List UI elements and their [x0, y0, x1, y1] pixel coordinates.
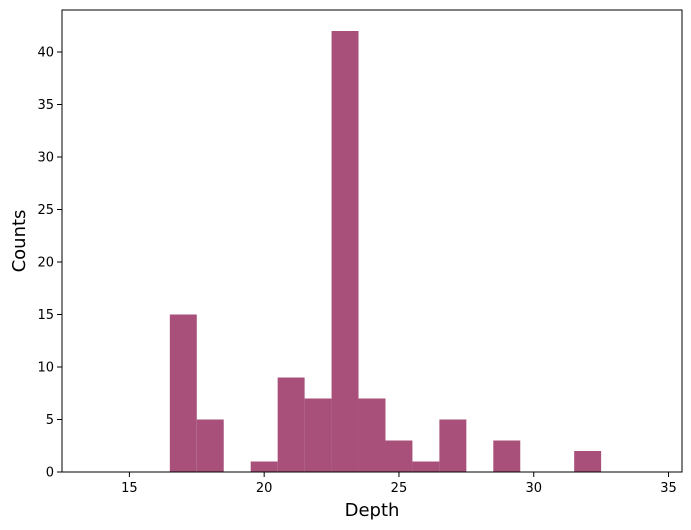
- plot-frame: [61, 9, 683, 473]
- histogram-bar: [304, 398, 332, 472]
- y-tick-label: 15: [37, 308, 54, 323]
- y-tick-label: 35: [37, 98, 54, 113]
- y-tick-label: 5: [46, 413, 54, 428]
- x-tick-label: 15: [121, 481, 138, 496]
- y-tick-label: 20: [37, 256, 54, 271]
- y-tick-label: 40: [37, 46, 54, 61]
- histogram-bar: [331, 31, 359, 472]
- histogram-bar: [196, 419, 224, 472]
- y-axis-ticks: 0 5 10 15 20 25 30 35 40: [37, 46, 62, 481]
- histogram-bar: [385, 440, 413, 472]
- y-tick-label: 25: [37, 203, 54, 218]
- histogram-bar: [358, 398, 386, 472]
- x-tick-label: 30: [525, 481, 542, 496]
- histogram-bar: [574, 451, 602, 472]
- x-tick-label: 20: [256, 481, 273, 496]
- y-tick-label: 0: [46, 466, 54, 481]
- y-tick-label: 10: [37, 361, 54, 376]
- histogram-bar: [277, 377, 305, 472]
- histogram-bar: [412, 461, 440, 472]
- x-tick-label: 35: [660, 481, 677, 496]
- histogram-bar: [250, 461, 278, 472]
- x-axis-title: Depth: [345, 500, 400, 521]
- bars-layer: [169, 31, 602, 472]
- x-axis-ticks: 15 20 25 30 35: [121, 472, 677, 496]
- x-tick-label: 25: [391, 481, 408, 496]
- y-tick-label: 30: [37, 151, 54, 166]
- histogram-bar: [439, 419, 467, 472]
- histogram-bar: [169, 314, 197, 472]
- histogram-bar: [493, 440, 521, 472]
- y-axis-title: Counts: [9, 210, 30, 273]
